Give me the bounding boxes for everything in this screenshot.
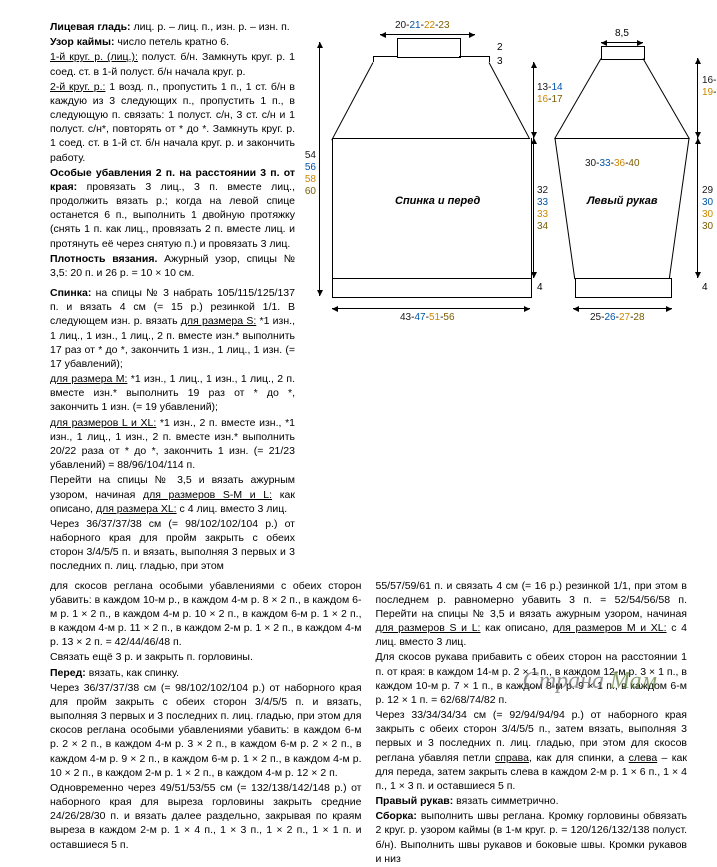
- heading-front: Перед:: [50, 667, 86, 679]
- heading-border: Узор каймы:: [50, 36, 115, 48]
- sleeve-label: Левый рукав: [587, 195, 658, 207]
- arrow-icon: [533, 138, 534, 278]
- row1-label: 1-й круг. р. (лиц.):: [50, 51, 138, 63]
- dim-2: 2: [497, 42, 503, 53]
- definitions-column: Лицевая гладь: лиц. р. – лиц. п., изн. р…: [50, 20, 295, 575]
- watermark: Страна Мам: [522, 668, 657, 695]
- heading-stockinette: Лицевая гладь:: [50, 21, 131, 33]
- body-top-dims: 20-21-22-23: [395, 20, 450, 31]
- size-l-xl: для размеров L и XL:: [50, 417, 156, 429]
- arrow-icon: [332, 308, 530, 309]
- column-2: для скосов реглана особыми убавлениями с…: [50, 579, 362, 867]
- size-m-xl: для размеров M и XL:: [553, 622, 667, 634]
- text: Через 36/37/37/38 см (= 98/102/102/104 р…: [50, 518, 295, 573]
- text: лиц. р. – лиц. п., изн. р. – изн. п.: [131, 21, 290, 33]
- arrow-icon: [319, 42, 320, 296]
- right-ref: справа: [495, 752, 529, 764]
- heading-right-sleeve: Правый рукав:: [376, 795, 454, 807]
- arrow-icon: [380, 34, 475, 35]
- text: Через 36/37/37/38 см (= 98/102/102/104 р…: [50, 681, 362, 780]
- text: 55/57/59/61 п. и связать 4 см (= 16 р.) …: [376, 580, 688, 620]
- dim-3: 3: [497, 56, 503, 67]
- text: , как для спинки, а: [529, 752, 629, 764]
- body-height: 54 56 58 60: [300, 150, 316, 198]
- instructions-columns: для скосов реглана особыми убавлениями с…: [50, 579, 687, 867]
- neck-box: [397, 38, 461, 58]
- body-label: Спинка и перед: [395, 195, 480, 207]
- arrow-icon: [697, 58, 698, 138]
- arrow-icon: [573, 308, 672, 309]
- size-xl: для размера XL:: [96, 503, 177, 515]
- hem-box: [332, 278, 532, 298]
- arrow-icon: [697, 138, 698, 278]
- sleeve-top-box: [601, 46, 645, 60]
- sleeve-width: 30-33-36-40: [585, 158, 640, 169]
- size-s: для размера S:: [181, 315, 256, 327]
- size-sml: для размеров S-M и L:: [143, 489, 272, 501]
- arrow-icon: [601, 42, 643, 43]
- schematic-area: 20-21-22-23 Спинка и перед: [295, 20, 687, 575]
- column-3: 55/57/59/61 п. и связать 4 см (= 16 р.) …: [376, 579, 688, 867]
- text: выполнить швы реглана. Кромку горловины …: [376, 810, 688, 865]
- body-box: [332, 138, 532, 279]
- dim-4: 4: [702, 282, 708, 293]
- text: для скосов реглана особыми убавлениями с…: [50, 579, 362, 650]
- arrow-icon: [533, 62, 534, 138]
- heading-gauge: Плотность вязания.: [50, 253, 157, 265]
- row2-label: 2-й круг. р.:: [50, 81, 105, 93]
- body-side-h: 32 33 33 34: [537, 185, 548, 233]
- heading-assembly: Сборка:: [376, 810, 417, 822]
- size-s-l: для размеров S и L:: [376, 622, 481, 634]
- sleeve-top-dim: 8,5: [615, 28, 629, 39]
- text: с 4 лиц. вместо 3 лиц.: [177, 503, 288, 515]
- text: число петель кратно 6.: [115, 36, 230, 48]
- text: Одновременно через 49/51/53/55 см (= 132…: [50, 781, 362, 852]
- text: вязать симметрично.: [453, 795, 558, 807]
- sleeve-cuff-w: 25-26-27-28: [590, 312, 645, 323]
- cuff-box: [575, 278, 672, 298]
- body-width: 43-47-51-56: [400, 312, 455, 323]
- body-raglan-h: 13-14 16-17: [537, 82, 563, 106]
- size-m: для размера М:: [50, 373, 127, 385]
- text: провязать 3 лиц., 3 п. вместе лиц., прод…: [50, 181, 295, 250]
- left-ref: слева: [629, 752, 658, 764]
- text: вязать, как спинку.: [86, 667, 179, 679]
- sleeve-raglan-h: 16-17 19-20: [702, 75, 717, 99]
- text: 1 возд. п., пропустить 1 п., 1 ст. б/н в…: [50, 81, 295, 164]
- text: Связать ещё 3 р. и закрыть п. горловины.: [50, 650, 362, 664]
- text: как описано,: [480, 622, 552, 634]
- sleeve-side-h: 29 30 30 30: [702, 185, 713, 233]
- heading-back: Спинка:: [50, 287, 91, 299]
- dim-4: 4: [537, 282, 543, 293]
